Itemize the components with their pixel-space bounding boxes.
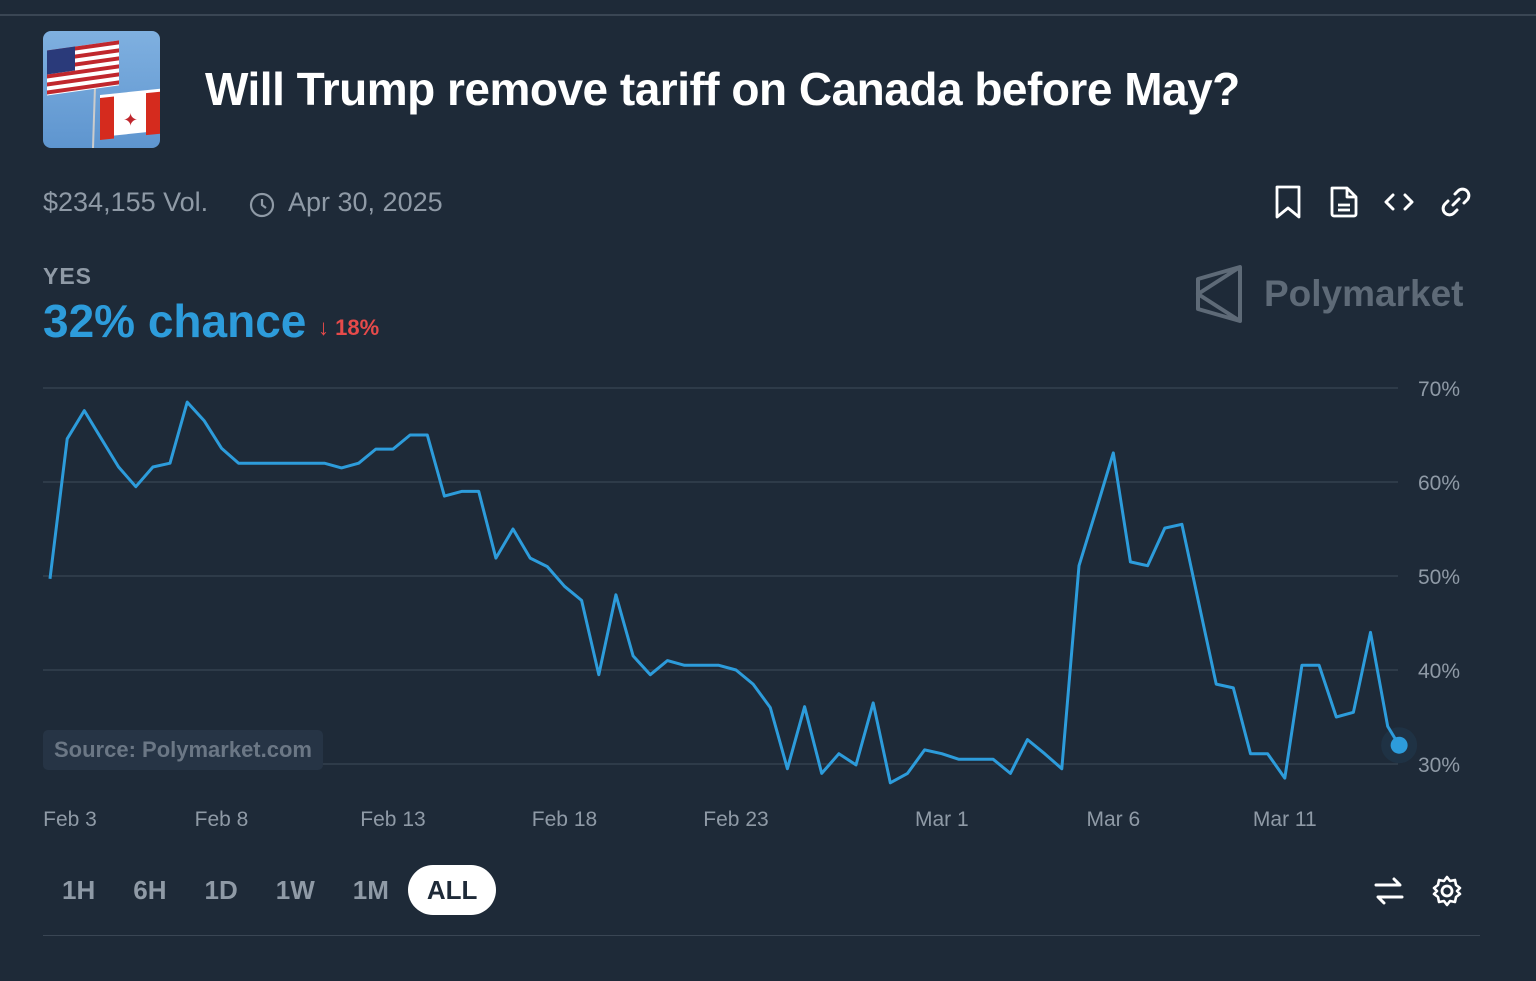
x-tick-label: Mar 11	[1253, 808, 1317, 831]
y-tick-label: 60%	[1418, 472, 1460, 495]
x-tick-label: Feb 23	[703, 808, 768, 831]
range-1h[interactable]: 1H	[62, 874, 96, 905]
arrow-down-icon: ↓	[318, 315, 329, 340]
svg-text:✦: ✦	[123, 110, 138, 130]
y-tick-label: 50%	[1418, 566, 1460, 589]
range-1d[interactable]: 1D	[204, 874, 238, 905]
y-tick-label: 70%	[1418, 378, 1460, 401]
x-tick-label: Mar 1	[915, 808, 969, 831]
source-label: Source: Polymarket.com	[43, 730, 323, 770]
polymarket-watermark: Polymarket	[1194, 264, 1464, 324]
x-tick-label: Mar 6	[1086, 808, 1140, 831]
market-thumbnail: ✦	[43, 31, 160, 148]
x-tick-label: Feb 18	[532, 808, 597, 831]
outcome-label: YES	[43, 263, 93, 289]
range-1w[interactable]: 1W	[275, 874, 315, 905]
market-title: Will Trump remove tariff on Canada befor…	[205, 63, 1240, 115]
change-indicator: ↓ 18%	[318, 315, 379, 341]
x-tick-label: Feb 13	[360, 808, 425, 831]
volume: $234,155 Vol.	[43, 187, 209, 217]
document-icon[interactable]	[1327, 185, 1361, 219]
range-1m[interactable]: 1M	[352, 874, 389, 905]
bottom-divider	[43, 935, 1480, 936]
end-date: Apr 30, 2025	[288, 187, 443, 217]
time-range-selector: 1H 6H 1D 1W 1M ALL	[43, 865, 497, 915]
bookmark-icon[interactable]	[1271, 185, 1305, 219]
outcome-chance: 32% chance	[43, 295, 307, 347]
brand-name: Polymarket	[1264, 273, 1464, 314]
change-value: 18%	[335, 315, 380, 340]
x-tick-label: Feb 3	[43, 808, 97, 831]
top-divider	[0, 14, 1536, 16]
range-all[interactable]: ALL	[407, 865, 497, 915]
range-6h[interactable]: 6H	[133, 874, 167, 905]
current-point-marker	[1390, 736, 1408, 754]
y-tick-label: 40%	[1418, 660, 1460, 683]
swap-icon[interactable]	[1372, 874, 1406, 908]
y-tick-label: 30%	[1418, 754, 1460, 777]
price-line	[48, 400, 1401, 785]
code-icon[interactable]	[1382, 185, 1416, 219]
polymarket-logo-icon	[1196, 265, 1242, 323]
link-icon[interactable]	[1439, 185, 1473, 219]
clock-icon	[249, 192, 275, 218]
x-tick-label: Feb 8	[195, 808, 249, 831]
settings-icon[interactable]	[1430, 874, 1464, 908]
flags-image: ✦	[47, 40, 160, 148]
